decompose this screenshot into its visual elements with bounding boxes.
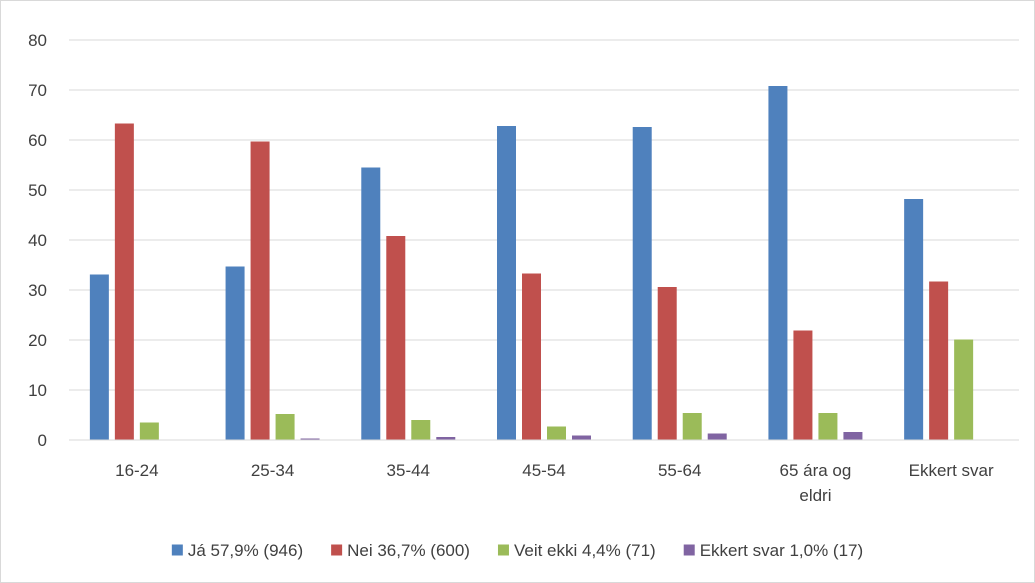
bar bbox=[250, 141, 270, 440]
x-tick-label: 25-34 bbox=[251, 461, 294, 480]
legend-label: Nei 36,7% (600) bbox=[347, 541, 470, 560]
bar bbox=[386, 236, 406, 440]
y-tick-label: 70 bbox=[28, 81, 47, 100]
x-tick-label: eldri bbox=[799, 486, 831, 505]
bar bbox=[657, 287, 677, 440]
bar bbox=[497, 126, 516, 440]
x-tick-label: 35-44 bbox=[387, 461, 430, 480]
legend-label: Veit ekki 4,4% (71) bbox=[514, 541, 656, 560]
y-tick-label: 50 bbox=[28, 181, 47, 200]
x-tick-label: Ekkert svar bbox=[909, 461, 994, 480]
bar bbox=[275, 414, 295, 440]
x-tick-label: 16-24 bbox=[115, 461, 158, 480]
bar bbox=[929, 281, 949, 440]
gridlines bbox=[69, 39, 1019, 441]
bar bbox=[139, 422, 159, 440]
y-tick-label: 60 bbox=[28, 131, 47, 150]
bar bbox=[522, 273, 541, 440]
bar bbox=[707, 433, 727, 440]
x-tick-label: 65 ára og bbox=[780, 461, 852, 480]
bar bbox=[793, 330, 813, 440]
legend-label: Ekkert svar 1,0% (17) bbox=[700, 541, 863, 560]
bar bbox=[361, 167, 381, 440]
bars bbox=[89, 86, 974, 440]
y-tick-label: 40 bbox=[28, 231, 47, 250]
bar bbox=[225, 266, 245, 440]
y-tick-label: 30 bbox=[28, 281, 47, 300]
bar bbox=[768, 86, 788, 440]
bar bbox=[682, 413, 702, 440]
legend-swatch bbox=[331, 544, 343, 556]
y-tick-label: 10 bbox=[28, 381, 47, 400]
bar bbox=[114, 123, 134, 440]
bar bbox=[632, 127, 652, 440]
y-tick-label: 20 bbox=[28, 331, 47, 350]
legend-label: Já 57,9% (946) bbox=[188, 541, 303, 560]
bar bbox=[818, 413, 838, 440]
x-tick-label: 55-64 bbox=[658, 461, 701, 480]
y-tick-label: 0 bbox=[38, 431, 47, 450]
bar bbox=[843, 432, 863, 440]
legend-swatch bbox=[171, 544, 183, 556]
bar bbox=[904, 199, 924, 440]
x-axis: 16-24 25-34 35-44 45-54 55-64 65 ára og eldri E… bbox=[69, 439, 1019, 505]
bar bbox=[436, 437, 456, 440]
bar bbox=[954, 339, 974, 440]
x-tick-label: 45-54 bbox=[522, 461, 565, 480]
bar bbox=[572, 435, 591, 440]
bar bbox=[547, 426, 566, 440]
bar bbox=[411, 420, 431, 440]
legend: Já 57,9% (946) Nei 36,7% (600) Veit ekki 4… bbox=[171, 541, 863, 560]
legend-swatch bbox=[497, 544, 509, 556]
y-tick-label: 80 bbox=[28, 31, 47, 50]
bar bbox=[300, 438, 320, 440]
legend-swatch bbox=[683, 544, 695, 556]
bar bbox=[89, 274, 109, 440]
y-axis: 0 10 20 30 40 50 60 70 80 bbox=[28, 31, 47, 450]
